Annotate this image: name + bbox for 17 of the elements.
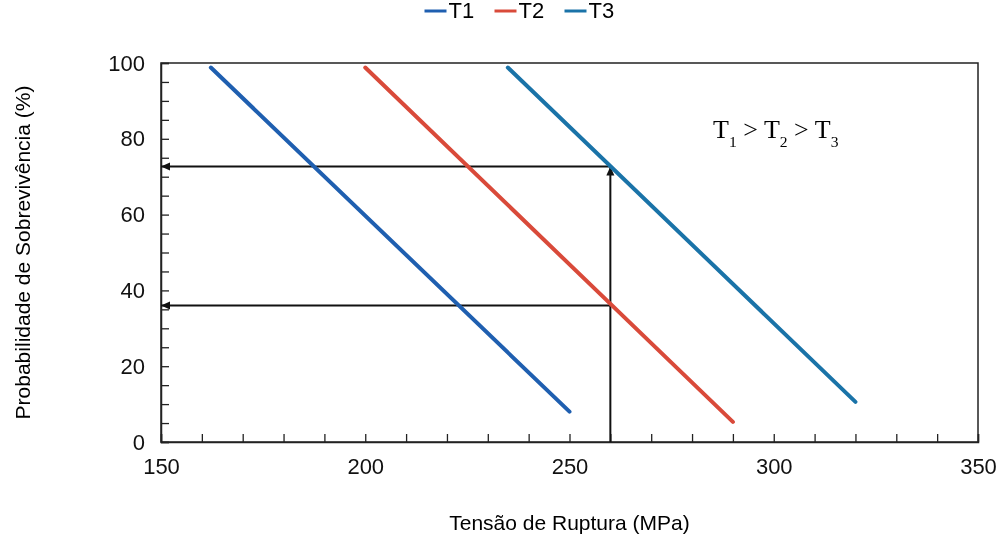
x-tick-label: 300 <box>755 453 793 479</box>
x-tick-label: 250 <box>551 453 589 479</box>
y-tick-label: 80 <box>120 126 145 152</box>
legend-label: T3 <box>588 0 615 23</box>
y-tick-label: 40 <box>120 277 145 303</box>
y-axis-title: Probabilidade de Sobrevivência (%) <box>11 85 34 420</box>
y-tick-label: 100 <box>108 50 145 76</box>
x-axis-title: Tensão de Ruptura (MPa) <box>449 511 690 534</box>
annotation: T$_{1}$ > T$_{2}$ > T$_{3}$ <box>713 115 839 150</box>
x-tick-label: 150 <box>143 453 180 479</box>
legend-label: T1 <box>448 0 475 23</box>
x-tick-label: 200 <box>347 453 385 479</box>
legend-label: T2 <box>518 0 545 23</box>
x-tick-label: 350 <box>960 453 997 479</box>
y-tick-label: 60 <box>120 202 145 228</box>
y-tick-label: 20 <box>120 353 145 379</box>
y-tick-label: 0 <box>132 429 145 455</box>
